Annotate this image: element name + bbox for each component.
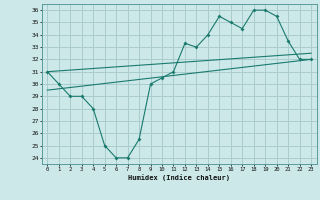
X-axis label: Humidex (Indice chaleur): Humidex (Indice chaleur) (128, 174, 230, 181)
